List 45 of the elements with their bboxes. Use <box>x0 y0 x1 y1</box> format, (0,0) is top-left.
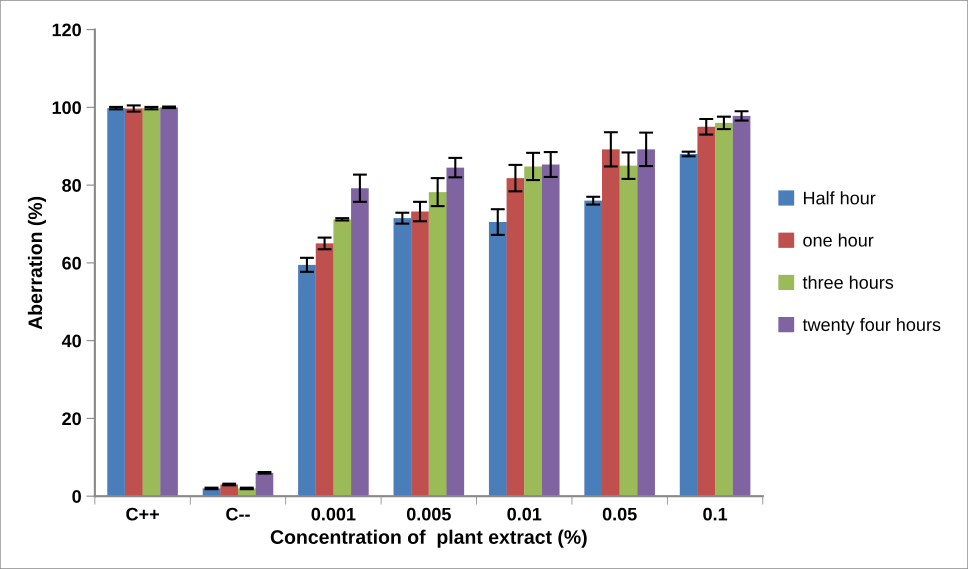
x-axis-title: Concentration of plant extract (%) <box>270 530 587 548</box>
bar <box>620 166 638 496</box>
x-tick-label: 0.005 <box>406 508 451 521</box>
y-axis-title: Aberration (%) <box>28 196 46 330</box>
bar <box>446 168 464 496</box>
bar <box>124 108 143 496</box>
legend-label: one hour <box>803 233 874 247</box>
bar <box>524 166 542 496</box>
y-tick-label: 100 <box>52 101 81 114</box>
bar <box>298 264 316 496</box>
bar <box>160 107 178 496</box>
bar <box>256 472 274 496</box>
bar <box>542 164 560 496</box>
y-tick-label: 0 <box>72 490 81 503</box>
x-tick-label: C-- <box>226 508 250 521</box>
y-tick-label: 40 <box>62 334 81 348</box>
bar <box>394 218 412 496</box>
x-tick-label: 0.05 <box>602 508 637 521</box>
bar <box>715 122 733 496</box>
x-tick-label: 0.001 <box>312 508 356 521</box>
bar <box>602 149 620 496</box>
x-tick-label: 0.1 <box>703 508 728 521</box>
bar <box>333 219 352 496</box>
bar <box>697 126 716 496</box>
legend-label: Half hour <box>804 191 876 204</box>
bar <box>351 188 369 496</box>
bar <box>488 222 507 496</box>
bar <box>584 200 602 496</box>
x-tick-label: C++ <box>126 508 159 521</box>
legend-label: twenty four hours <box>802 318 940 335</box>
bar <box>428 192 446 496</box>
bar <box>732 116 750 496</box>
y-tick-label: 60 <box>62 256 81 270</box>
legend-label: three hours <box>802 276 894 289</box>
bar <box>506 178 524 496</box>
bar <box>680 154 698 496</box>
y-tick-label: 20 <box>62 412 81 426</box>
bar <box>637 149 655 496</box>
bar <box>142 108 160 496</box>
x-tick-label: 0.01 <box>507 508 542 521</box>
bar <box>316 243 334 496</box>
y-tick-label: 120 <box>52 24 81 36</box>
bar <box>107 108 125 496</box>
bar <box>411 212 429 496</box>
y-tick-label: 80 <box>62 179 81 192</box>
